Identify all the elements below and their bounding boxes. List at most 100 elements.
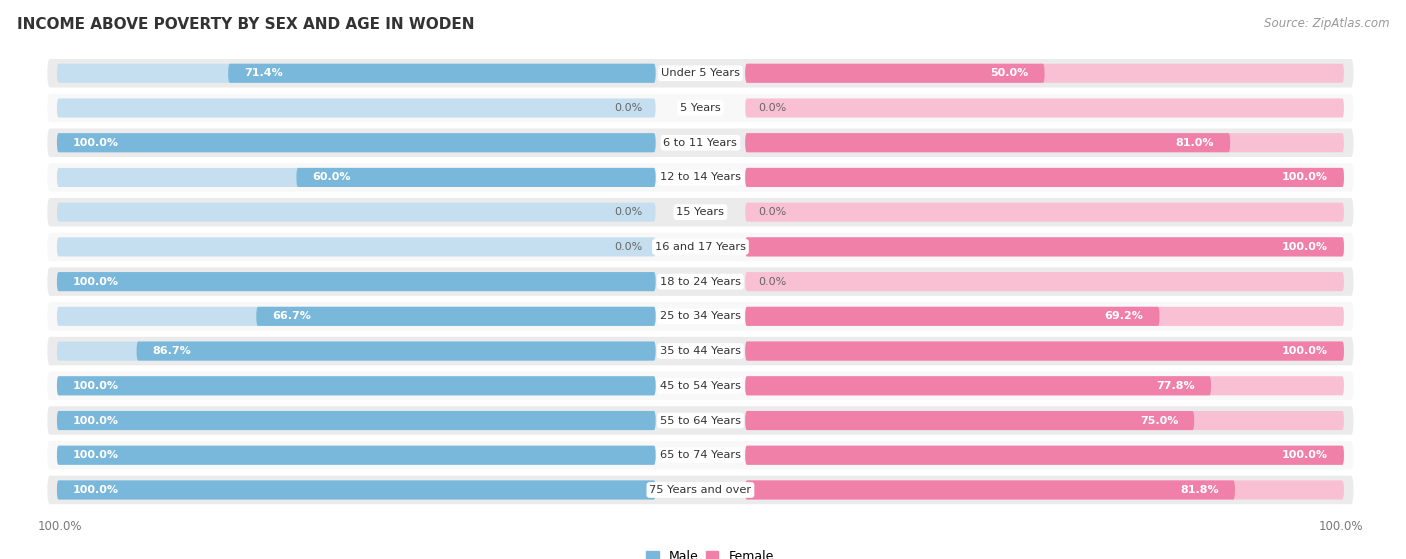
FancyBboxPatch shape (745, 376, 1211, 395)
Text: 6 to 11 Years: 6 to 11 Years (664, 138, 737, 148)
FancyBboxPatch shape (56, 202, 655, 222)
FancyBboxPatch shape (48, 129, 1354, 157)
FancyBboxPatch shape (48, 406, 1354, 435)
FancyBboxPatch shape (745, 342, 1344, 361)
FancyBboxPatch shape (745, 307, 1160, 326)
Text: INCOME ABOVE POVERTY BY SEX AND AGE IN WODEN: INCOME ABOVE POVERTY BY SEX AND AGE IN W… (17, 17, 474, 32)
Text: 66.7%: 66.7% (273, 311, 311, 321)
Text: 12 to 14 Years: 12 to 14 Years (659, 172, 741, 182)
Text: Under 5 Years: Under 5 Years (661, 68, 740, 78)
FancyBboxPatch shape (56, 307, 655, 326)
FancyBboxPatch shape (56, 238, 655, 257)
Text: 15 Years: 15 Years (676, 207, 724, 217)
FancyBboxPatch shape (745, 133, 1230, 152)
FancyBboxPatch shape (745, 480, 1234, 500)
Text: 71.4%: 71.4% (245, 68, 283, 78)
Text: 60.0%: 60.0% (312, 172, 352, 182)
FancyBboxPatch shape (745, 64, 1045, 83)
FancyBboxPatch shape (297, 168, 655, 187)
FancyBboxPatch shape (256, 307, 655, 326)
Text: 50.0%: 50.0% (990, 68, 1029, 78)
FancyBboxPatch shape (56, 64, 655, 83)
Legend: Male, Female: Male, Female (647, 550, 773, 559)
FancyBboxPatch shape (48, 267, 1354, 296)
Text: 100.0%: 100.0% (1282, 450, 1327, 460)
FancyBboxPatch shape (48, 198, 1354, 226)
FancyBboxPatch shape (56, 272, 655, 291)
Text: 45 to 54 Years: 45 to 54 Years (659, 381, 741, 391)
Text: 100.0%: 100.0% (73, 138, 120, 148)
FancyBboxPatch shape (56, 133, 655, 152)
FancyBboxPatch shape (48, 233, 1354, 261)
Text: 0.0%: 0.0% (758, 277, 786, 287)
FancyBboxPatch shape (56, 376, 655, 395)
Text: 81.8%: 81.8% (1180, 485, 1219, 495)
Text: 25 to 34 Years: 25 to 34 Years (659, 311, 741, 321)
FancyBboxPatch shape (48, 59, 1354, 88)
Text: 0.0%: 0.0% (614, 207, 643, 217)
Text: 86.7%: 86.7% (153, 346, 191, 356)
Text: 100.0%: 100.0% (1282, 172, 1327, 182)
Text: 100.0%: 100.0% (73, 277, 120, 287)
FancyBboxPatch shape (745, 133, 1344, 152)
FancyBboxPatch shape (745, 376, 1344, 395)
Text: 55 to 64 Years: 55 to 64 Years (659, 415, 741, 425)
Text: 100.0%: 100.0% (1282, 242, 1327, 252)
FancyBboxPatch shape (136, 342, 655, 361)
FancyBboxPatch shape (745, 168, 1344, 187)
FancyBboxPatch shape (56, 446, 655, 465)
Text: 69.2%: 69.2% (1105, 311, 1143, 321)
Text: 77.8%: 77.8% (1156, 381, 1195, 391)
FancyBboxPatch shape (56, 446, 655, 465)
FancyBboxPatch shape (48, 302, 1354, 330)
Text: 18 to 24 Years: 18 to 24 Years (659, 277, 741, 287)
Text: 100.0%: 100.0% (73, 450, 120, 460)
FancyBboxPatch shape (745, 168, 1344, 187)
Text: 81.0%: 81.0% (1175, 138, 1215, 148)
Text: 65 to 74 Years: 65 to 74 Years (659, 450, 741, 460)
FancyBboxPatch shape (56, 376, 655, 395)
Text: 100.0%: 100.0% (73, 381, 120, 391)
FancyBboxPatch shape (48, 372, 1354, 400)
FancyBboxPatch shape (56, 168, 655, 187)
FancyBboxPatch shape (745, 64, 1344, 83)
FancyBboxPatch shape (745, 307, 1344, 326)
FancyBboxPatch shape (48, 441, 1354, 470)
Text: Source: ZipAtlas.com: Source: ZipAtlas.com (1264, 17, 1389, 30)
FancyBboxPatch shape (745, 446, 1344, 465)
FancyBboxPatch shape (745, 98, 1344, 117)
FancyBboxPatch shape (745, 411, 1194, 430)
FancyBboxPatch shape (48, 94, 1354, 122)
Text: 0.0%: 0.0% (758, 103, 786, 113)
FancyBboxPatch shape (56, 98, 655, 117)
FancyBboxPatch shape (745, 342, 1344, 361)
FancyBboxPatch shape (228, 64, 655, 83)
FancyBboxPatch shape (745, 202, 1344, 222)
FancyBboxPatch shape (56, 133, 655, 152)
Text: 16 and 17 Years: 16 and 17 Years (655, 242, 747, 252)
Text: 75.0%: 75.0% (1140, 415, 1178, 425)
FancyBboxPatch shape (48, 163, 1354, 192)
FancyBboxPatch shape (48, 337, 1354, 366)
Text: 0.0%: 0.0% (758, 207, 786, 217)
Text: 5 Years: 5 Years (681, 103, 721, 113)
FancyBboxPatch shape (56, 342, 655, 361)
Text: 0.0%: 0.0% (614, 103, 643, 113)
FancyBboxPatch shape (745, 480, 1344, 500)
Text: 100.0%: 100.0% (73, 415, 120, 425)
FancyBboxPatch shape (745, 446, 1344, 465)
FancyBboxPatch shape (48, 476, 1354, 504)
FancyBboxPatch shape (56, 411, 655, 430)
Text: 35 to 44 Years: 35 to 44 Years (659, 346, 741, 356)
FancyBboxPatch shape (745, 238, 1344, 257)
FancyBboxPatch shape (56, 480, 655, 500)
FancyBboxPatch shape (56, 480, 655, 500)
FancyBboxPatch shape (745, 238, 1344, 257)
Text: 0.0%: 0.0% (614, 242, 643, 252)
FancyBboxPatch shape (745, 411, 1344, 430)
Text: 100.0%: 100.0% (73, 485, 120, 495)
Text: 100.0%: 100.0% (1282, 346, 1327, 356)
FancyBboxPatch shape (56, 411, 655, 430)
FancyBboxPatch shape (745, 272, 1344, 291)
Text: 75 Years and over: 75 Years and over (650, 485, 751, 495)
